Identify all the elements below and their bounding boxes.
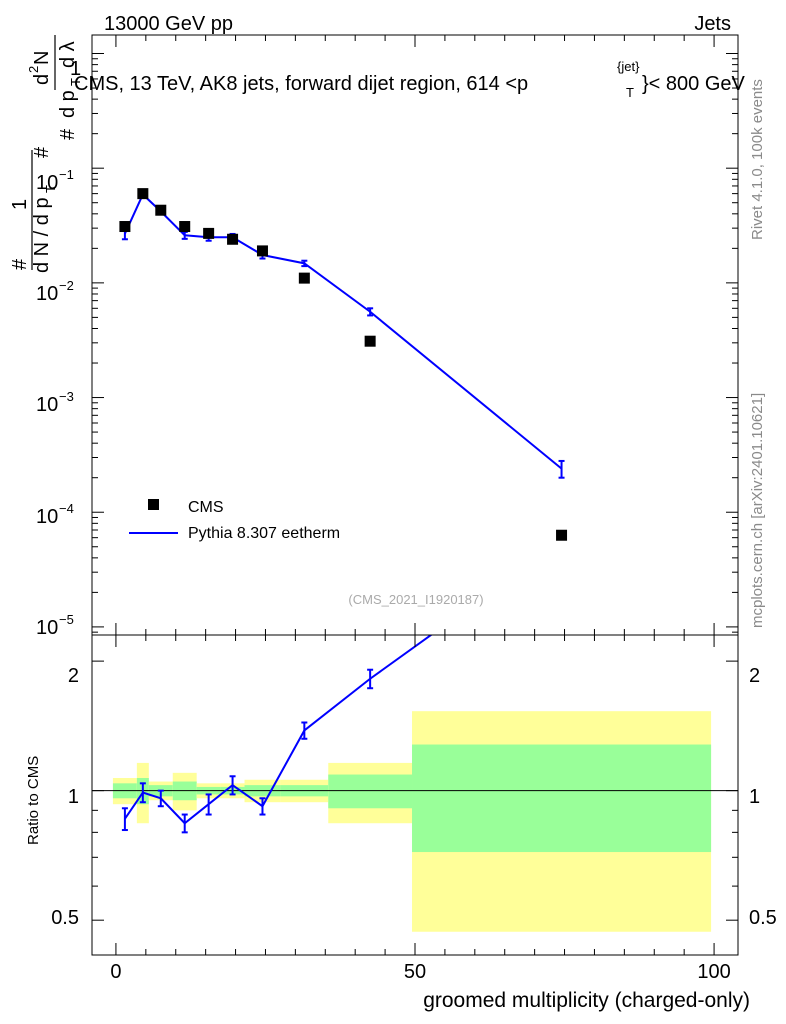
title-prefix: CMS, 13 TeV, AK8 jets, forward dijet reg… bbox=[74, 73, 528, 95]
ratio-tick-label-2-left: 2 bbox=[68, 665, 79, 687]
stat-uncertainty-band-9 bbox=[412, 744, 712, 853]
stat-uncertainty-band-8 bbox=[328, 774, 413, 809]
svg-text:10: 10 bbox=[36, 394, 58, 416]
cms-point-5 bbox=[227, 233, 239, 245]
ratio-tick-label-2-right: 2 bbox=[749, 665, 760, 687]
cms-series bbox=[119, 188, 568, 541]
title-superscript: {jet} bbox=[617, 59, 640, 74]
y-tick-label-1e-5: 10 −5 bbox=[36, 612, 74, 639]
plot-title: CMS, 13 TeV, AK8 jets, forward dijet reg… bbox=[74, 59, 746, 100]
svg-text:d N / d p: d N / d p bbox=[31, 197, 53, 273]
svg-text:2: 2 bbox=[26, 66, 41, 73]
title-suffix: }< 800 GeV bbox=[642, 73, 746, 95]
ratio-y-tick-labels: 2 1 0.5 2 1 0.5 bbox=[51, 665, 777, 929]
ratio-pythia-series bbox=[121, 635, 433, 834]
ratio-pythia-line bbox=[124, 635, 433, 825]
ratio-pythia-errorbar-6 bbox=[259, 797, 266, 816]
cms-point-8 bbox=[364, 335, 376, 347]
ratio-pythia-errorbar-8 bbox=[367, 668, 374, 690]
svg-text:10: 10 bbox=[36, 172, 58, 194]
y-tick-label-1e-3: 10 −3 bbox=[36, 389, 74, 416]
svg-text:−5: −5 bbox=[59, 612, 74, 627]
pythia-series bbox=[121, 190, 565, 479]
header-jets-label: Jets bbox=[694, 13, 731, 35]
y-tick-label-1: 1 bbox=[70, 58, 81, 80]
svg-text:N: N bbox=[31, 51, 53, 65]
pythia-errorbar-8 bbox=[367, 307, 374, 317]
title-subscript: T bbox=[626, 85, 634, 100]
ratio-tick-label-1-left: 1 bbox=[68, 786, 79, 808]
ratio-tick-label-05-left: 0.5 bbox=[51, 907, 79, 929]
y-tick-label-1e-2: 10 −2 bbox=[36, 278, 74, 305]
mcplots-reference-label: mcplots.cern.ch [arXiv:2401.10621] bbox=[749, 393, 766, 628]
rivet-version-label: Rivet 4.1.0, 100k events bbox=[749, 79, 766, 240]
legend: CMS Pythia 8.307 eetherm bbox=[129, 499, 340, 542]
svg-text:#: # bbox=[57, 128, 79, 140]
svg-text:−1: −1 bbox=[59, 167, 74, 182]
ratio-pythia-errorbar-0 bbox=[121, 807, 128, 832]
main-plot-frame bbox=[91, 34, 739, 636]
svg-text:10: 10 bbox=[36, 283, 58, 305]
header-energy-label: 13000 GeV pp bbox=[104, 13, 233, 35]
legend-cms-label: CMS bbox=[188, 499, 224, 516]
cms-point-9 bbox=[556, 529, 568, 541]
svg-text:d λ: d λ bbox=[57, 41, 79, 68]
svg-text:d: d bbox=[31, 74, 53, 85]
x-tick-label-50: 50 bbox=[404, 961, 426, 983]
ratio-ylabel: Ratio to CMS bbox=[25, 756, 42, 845]
cms-point-2 bbox=[155, 204, 167, 216]
legend-pythia-label: Pythia 8.307 eetherm bbox=[188, 525, 340, 542]
axis-ticks bbox=[92, 35, 738, 955]
y-tick-label-1e-1: 10 −1 bbox=[36, 167, 74, 194]
legend-cms-marker bbox=[148, 499, 159, 510]
main-y-tick-labels: 1 10 −1 10 −2 10 −3 10 −4 10 −5 bbox=[36, 58, 81, 639]
svg-text:T: T bbox=[68, 78, 83, 86]
svg-text:T: T bbox=[43, 185, 58, 193]
ratio-uncertainty-bands bbox=[112, 711, 712, 932]
ratio-tick-label-05-right: 0.5 bbox=[749, 907, 777, 929]
svg-text:10: 10 bbox=[36, 617, 58, 639]
main-ylabel: # 1 d N / d p T # d 2 N # d p T d λ bbox=[9, 35, 83, 273]
cms-point-4 bbox=[203, 227, 215, 239]
svg-text:#: # bbox=[9, 258, 31, 270]
svg-text:10: 10 bbox=[36, 506, 58, 528]
ratio-tick-label-1-right: 1 bbox=[749, 786, 760, 808]
svg-text:−3: −3 bbox=[59, 389, 74, 404]
ratio-pythia-errorbar-3 bbox=[181, 813, 188, 834]
cms-point-3 bbox=[179, 221, 191, 233]
svg-text:1: 1 bbox=[9, 199, 31, 210]
x-tick-label-100: 100 bbox=[697, 961, 730, 983]
x-tick-label-0: 0 bbox=[110, 961, 121, 983]
ratio-pythia-errorbar-2 bbox=[157, 789, 164, 808]
pythia-line bbox=[123, 192, 563, 470]
analysis-watermark: (CMS_2021_I1920187) bbox=[348, 592, 483, 607]
pythia-errorbar-7 bbox=[301, 259, 308, 268]
svg-text:−4: −4 bbox=[59, 501, 74, 516]
pythia-errorbar-9 bbox=[558, 459, 565, 479]
ratio-pythia-errorbar-7 bbox=[301, 721, 308, 740]
svg-text:#: # bbox=[31, 146, 53, 158]
x-axis-label: groomed multiplicity (charged-only) bbox=[423, 989, 750, 1012]
ratio-pythia-errorbar-1 bbox=[139, 782, 146, 804]
cms-point-7 bbox=[298, 272, 310, 284]
cms-point-1 bbox=[137, 188, 149, 200]
x-tick-labels: 0 50 100 bbox=[110, 961, 730, 983]
svg-text:d p: d p bbox=[57, 90, 79, 118]
svg-text:−2: −2 bbox=[59, 278, 74, 293]
ratio-pythia-errorbar-5 bbox=[229, 775, 236, 796]
cms-point-6 bbox=[256, 245, 268, 257]
y-tick-label-1e-4: 10 −4 bbox=[36, 501, 74, 528]
cms-point-0 bbox=[119, 221, 131, 233]
ratio-pythia-errorbar-4 bbox=[205, 793, 212, 816]
